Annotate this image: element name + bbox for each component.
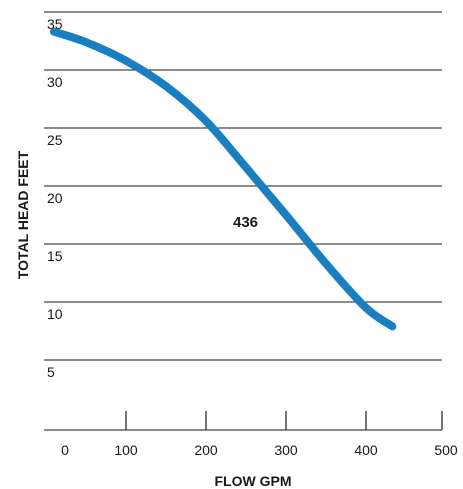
series-line-0 [50, 27, 397, 331]
x-tick-label-300: 300 [274, 442, 298, 458]
x-tick-label-500: 500 [434, 442, 458, 458]
y-tick-label-15: 15 [47, 248, 63, 264]
series-layer [50, 27, 397, 331]
y-tick-label-5: 5 [47, 364, 55, 380]
y-tick-label-10: 10 [47, 306, 63, 322]
x-tick-label-200: 200 [194, 442, 218, 458]
y-tick-label-20: 20 [47, 190, 63, 206]
y-tick-label-30: 30 [47, 74, 63, 90]
grid-layer [44, 11, 442, 361]
y-axis-title: TOTAL HEAD FEET [15, 150, 31, 279]
x-tick-label-100: 100 [114, 442, 138, 458]
y-tick-label-35: 35 [47, 16, 63, 32]
x-axis-title: FLOW GPM [215, 473, 292, 489]
series-label: 436 [233, 214, 258, 231]
x-axis: 0 100 200 300 400 500 [44, 411, 458, 458]
x-tick-label-400: 400 [354, 442, 378, 458]
y-tick-label-25: 25 [47, 132, 63, 148]
x-tick-label-0: 0 [61, 442, 69, 458]
y-tick-labels: 5 10 15 20 25 30 35 [47, 16, 63, 380]
